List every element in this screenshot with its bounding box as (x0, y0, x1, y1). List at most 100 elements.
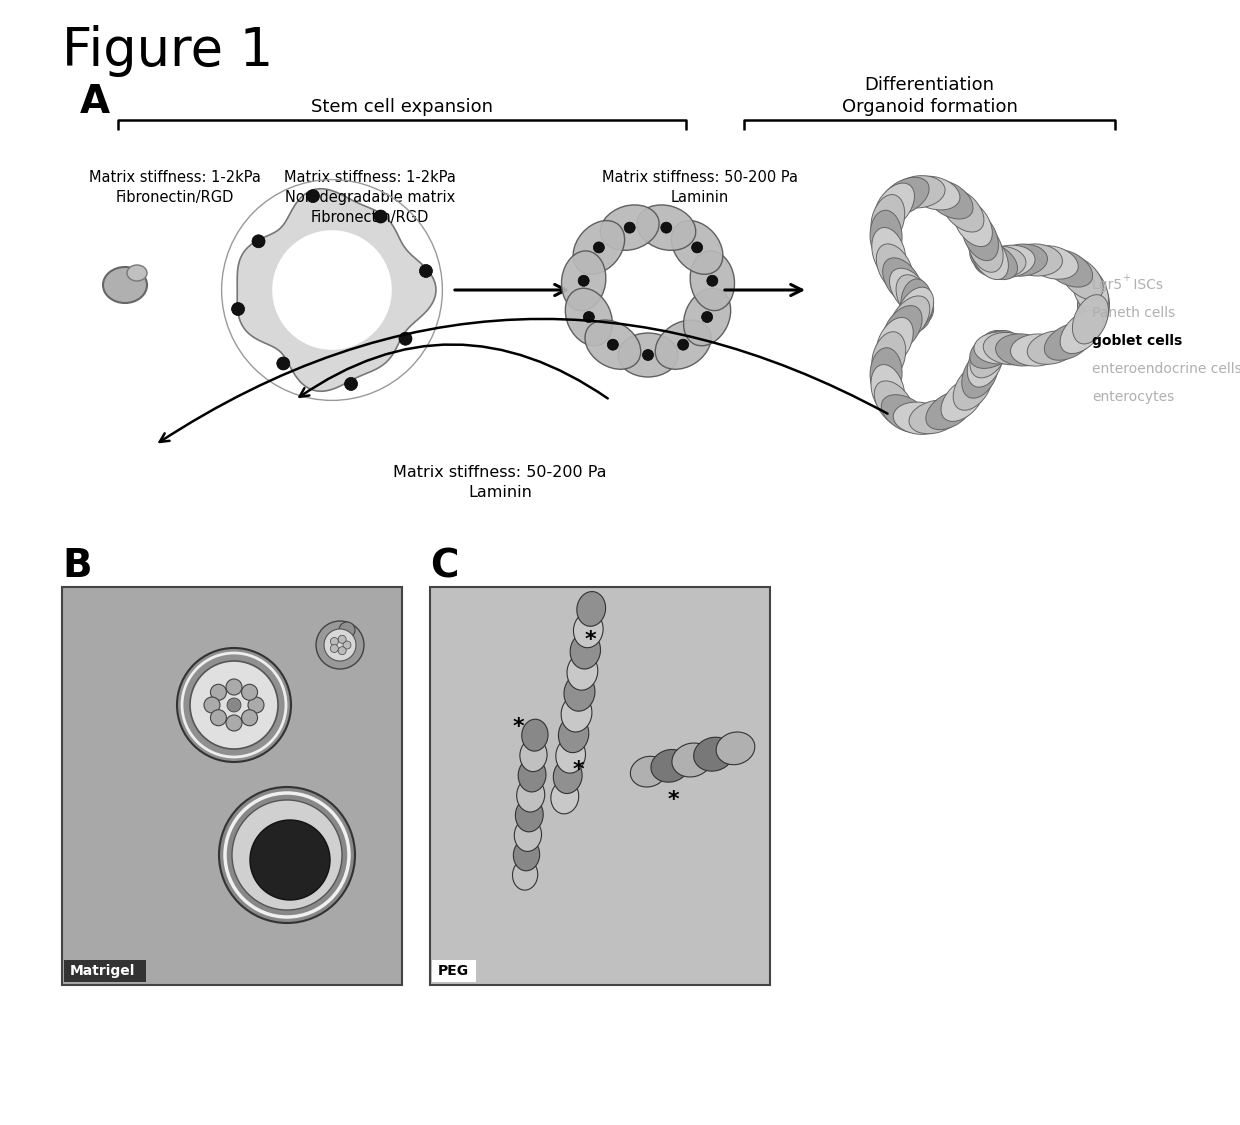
Ellipse shape (941, 378, 983, 422)
Ellipse shape (564, 674, 595, 711)
Ellipse shape (671, 220, 723, 274)
Ellipse shape (970, 331, 1008, 378)
Ellipse shape (954, 363, 992, 411)
Ellipse shape (996, 334, 1048, 366)
Ellipse shape (518, 758, 546, 792)
Ellipse shape (1044, 323, 1092, 360)
Ellipse shape (562, 695, 591, 732)
Ellipse shape (1011, 244, 1063, 276)
Ellipse shape (600, 205, 660, 251)
Circle shape (330, 638, 339, 646)
Ellipse shape (897, 287, 934, 335)
Ellipse shape (882, 178, 929, 215)
Circle shape (242, 684, 258, 700)
Ellipse shape (1078, 279, 1110, 331)
Ellipse shape (1073, 295, 1109, 344)
Ellipse shape (513, 839, 539, 871)
Ellipse shape (565, 288, 613, 345)
Circle shape (227, 698, 241, 712)
Circle shape (277, 357, 290, 370)
Circle shape (252, 235, 265, 248)
Circle shape (345, 377, 357, 390)
Text: Matrix stiffness: 50-200 Pa
Laminin: Matrix stiffness: 50-200 Pa Laminin (601, 170, 799, 205)
Circle shape (702, 312, 713, 323)
Ellipse shape (691, 251, 734, 310)
Text: Matrigel: Matrigel (69, 964, 135, 978)
Ellipse shape (126, 266, 148, 281)
Bar (430, 587, 770, 986)
Circle shape (232, 800, 342, 910)
Ellipse shape (970, 331, 1018, 368)
Ellipse shape (870, 348, 901, 399)
Ellipse shape (551, 781, 579, 813)
Text: Stem cell expansion: Stem cell expansion (311, 98, 494, 116)
Ellipse shape (970, 232, 1008, 280)
FancyArrowPatch shape (300, 344, 608, 398)
Circle shape (419, 264, 433, 278)
Circle shape (583, 312, 594, 323)
Ellipse shape (962, 212, 998, 261)
Ellipse shape (874, 381, 914, 426)
Ellipse shape (983, 332, 1035, 364)
Circle shape (339, 636, 346, 643)
Bar (64, 960, 146, 982)
Polygon shape (237, 189, 436, 392)
Ellipse shape (883, 258, 923, 305)
Circle shape (219, 788, 355, 922)
Ellipse shape (973, 332, 1025, 363)
Ellipse shape (1060, 256, 1104, 299)
Text: enterocytes: enterocytes (1092, 390, 1174, 404)
Text: Differentiation
Organoid formation: Differentiation Organoid formation (842, 75, 1018, 116)
Circle shape (339, 622, 355, 638)
Circle shape (330, 645, 339, 652)
Circle shape (250, 820, 330, 900)
Circle shape (242, 710, 258, 726)
Ellipse shape (889, 268, 930, 314)
Ellipse shape (883, 306, 923, 352)
Ellipse shape (1011, 334, 1063, 366)
Text: *: * (667, 790, 678, 810)
Ellipse shape (567, 654, 598, 691)
Ellipse shape (515, 819, 542, 852)
Circle shape (339, 647, 346, 655)
Text: Paneth cells: Paneth cells (1092, 306, 1176, 319)
Ellipse shape (573, 220, 625, 274)
Ellipse shape (882, 395, 929, 433)
Ellipse shape (103, 267, 148, 303)
Ellipse shape (870, 195, 905, 245)
Ellipse shape (967, 338, 1003, 387)
Ellipse shape (556, 737, 585, 773)
Ellipse shape (618, 333, 678, 377)
Ellipse shape (874, 183, 914, 229)
Ellipse shape (870, 364, 905, 415)
Circle shape (306, 190, 320, 202)
Ellipse shape (717, 732, 755, 765)
Ellipse shape (893, 176, 945, 208)
Text: PEG: PEG (438, 964, 469, 978)
Circle shape (211, 710, 227, 726)
Ellipse shape (522, 719, 548, 752)
Circle shape (399, 332, 412, 345)
Ellipse shape (553, 759, 582, 793)
Text: Matrix stiffness: 1-2kPa
Non-degradable matrix
Fibronectin/RGD: Matrix stiffness: 1-2kPa Non-degradable … (284, 170, 456, 225)
Ellipse shape (870, 210, 901, 262)
Circle shape (677, 339, 688, 350)
Text: Matrix stiffness: 1-2kPa
Fibronectin/RGD: Matrix stiffness: 1-2kPa Fibronectin/RGD (89, 170, 260, 205)
Circle shape (211, 684, 227, 700)
Bar (432, 960, 476, 982)
Ellipse shape (962, 350, 998, 398)
Ellipse shape (872, 332, 905, 383)
Circle shape (248, 698, 264, 713)
Text: *: * (572, 760, 584, 780)
Ellipse shape (973, 246, 1025, 278)
Circle shape (707, 276, 718, 286)
Circle shape (578, 276, 589, 286)
Circle shape (594, 242, 604, 253)
Circle shape (624, 222, 635, 233)
Circle shape (190, 662, 278, 749)
Ellipse shape (926, 180, 973, 219)
Ellipse shape (570, 632, 600, 669)
Ellipse shape (909, 400, 960, 434)
Text: ISCs: ISCs (1128, 278, 1163, 292)
Ellipse shape (512, 860, 538, 890)
